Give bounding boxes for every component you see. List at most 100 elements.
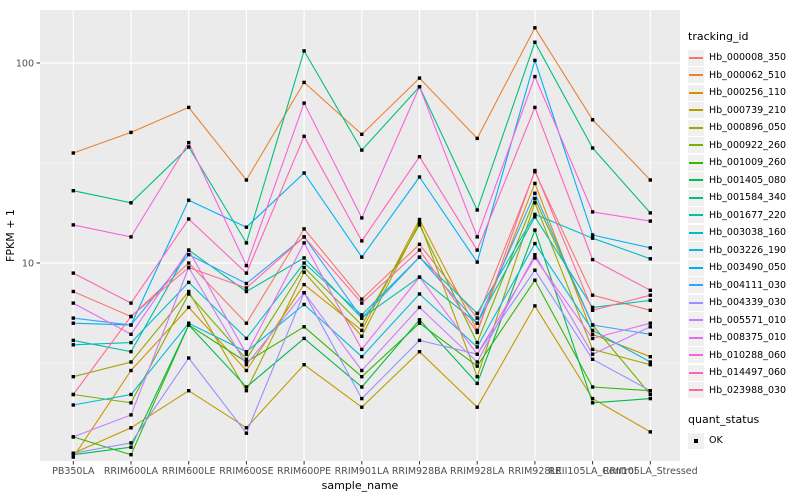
y-axis-title: FPKM + 1 xyxy=(4,209,17,262)
data-point xyxy=(187,198,191,202)
data-point xyxy=(302,270,306,274)
data-point xyxy=(187,280,191,285)
data-point xyxy=(648,298,652,303)
data-point xyxy=(129,201,133,205)
data-point xyxy=(648,219,652,223)
data-point xyxy=(244,281,249,286)
data-point xyxy=(302,363,306,367)
data-point xyxy=(302,49,306,53)
legend-item-label: Hb_001584_340 xyxy=(709,192,787,204)
data-point xyxy=(187,305,191,310)
legend-item-label: Hb_003038_160 xyxy=(709,227,787,239)
data-point xyxy=(187,292,191,296)
data-point xyxy=(244,289,249,294)
data-point xyxy=(244,385,249,389)
data-point xyxy=(648,355,652,359)
x-tick-label: RRIM928BA xyxy=(392,466,448,477)
data-point xyxy=(302,302,306,307)
data-point xyxy=(533,40,537,44)
data-point xyxy=(417,255,422,259)
x-tick-label: RRIM901LA xyxy=(335,466,390,477)
data-point xyxy=(244,263,249,268)
data-point xyxy=(244,431,249,435)
data-point xyxy=(187,248,191,252)
data-point xyxy=(71,223,75,227)
data-point xyxy=(129,323,133,327)
legend-item-Hb_000896_050: Hb_000896_050 xyxy=(688,119,800,137)
legend-line-key-icon xyxy=(688,119,704,136)
legend-line-key-icon xyxy=(688,294,704,311)
data-point xyxy=(590,210,595,214)
data-point xyxy=(417,76,422,80)
data-point xyxy=(187,321,191,325)
data-point xyxy=(533,58,537,63)
data-point xyxy=(475,208,479,212)
data-point xyxy=(417,223,422,227)
data-point xyxy=(475,248,479,252)
x-tick-label: RRII105LA_Control xyxy=(549,466,637,477)
legend-item-Hb_005571_010: Hb_005571_010 xyxy=(688,312,800,330)
data-point xyxy=(187,289,191,294)
data-point xyxy=(533,181,537,186)
data-point xyxy=(648,308,652,312)
data-point xyxy=(129,314,133,319)
data-point xyxy=(187,105,191,110)
data-point xyxy=(187,265,191,270)
data-point xyxy=(475,405,479,409)
data-point xyxy=(417,248,422,252)
legend-item-label: Hb_008375_010 xyxy=(709,332,787,344)
data-point xyxy=(187,145,191,149)
x-tick-label: RRIM928LE xyxy=(508,466,562,477)
data-point xyxy=(302,80,306,85)
data-point xyxy=(590,332,595,336)
legend-item-Hb_004111_030: Hb_004111_030 xyxy=(688,277,800,295)
data-point xyxy=(648,321,652,325)
legend-item-Hb_023988_030: Hb_023988_030 xyxy=(688,382,800,400)
data-point xyxy=(533,105,537,110)
data-point xyxy=(129,401,133,405)
data-point xyxy=(244,360,249,364)
data-point xyxy=(475,352,479,356)
data-point xyxy=(302,291,306,295)
data-point xyxy=(417,217,422,222)
data-point xyxy=(129,350,133,354)
data-point xyxy=(360,255,364,259)
legend-item-Hb_000008_350: Hb_000008_350 xyxy=(688,49,800,67)
data-point xyxy=(475,235,479,239)
legend-quant-status-block: quant_status OK xyxy=(688,413,800,450)
data-point xyxy=(302,241,306,245)
legend-line-key-icon xyxy=(688,329,704,346)
data-point xyxy=(417,242,422,246)
data-point xyxy=(475,375,479,379)
data-point xyxy=(302,261,306,265)
data-point xyxy=(648,332,652,336)
legend-title-quant-status: quant_status xyxy=(688,413,760,426)
legend-item-label: Hb_010288_060 xyxy=(709,349,787,361)
data-point xyxy=(244,357,249,361)
legend-item-label: Hb_001009_260 xyxy=(709,157,787,169)
data-point xyxy=(417,220,422,224)
data-point xyxy=(475,136,479,141)
legend-line-key-icon xyxy=(688,67,704,84)
legend-item-label: Hb_000896_050 xyxy=(709,122,787,134)
data-point xyxy=(533,74,537,79)
data-point xyxy=(244,241,249,245)
data-point xyxy=(244,363,249,367)
data-point xyxy=(244,368,249,373)
data-point xyxy=(590,336,595,341)
legend-line-key-icon xyxy=(688,224,704,241)
data-point xyxy=(533,191,537,195)
data-point xyxy=(71,189,75,193)
data-point xyxy=(648,293,652,297)
data-point xyxy=(129,426,133,430)
data-point xyxy=(533,278,537,282)
legend-item-label: Hb_004339_030 xyxy=(709,297,787,309)
legend: tracking_id Hb_000008_350 Hb_000062_510 Hb… xyxy=(688,30,800,450)
legend-item-label: Hb_001677_220 xyxy=(709,209,787,221)
legend-item-Hb_003038_160: Hb_003038_160 xyxy=(688,224,800,242)
data-point xyxy=(360,148,364,152)
data-point xyxy=(475,321,479,325)
data-point xyxy=(533,168,537,173)
data-point xyxy=(590,385,595,389)
